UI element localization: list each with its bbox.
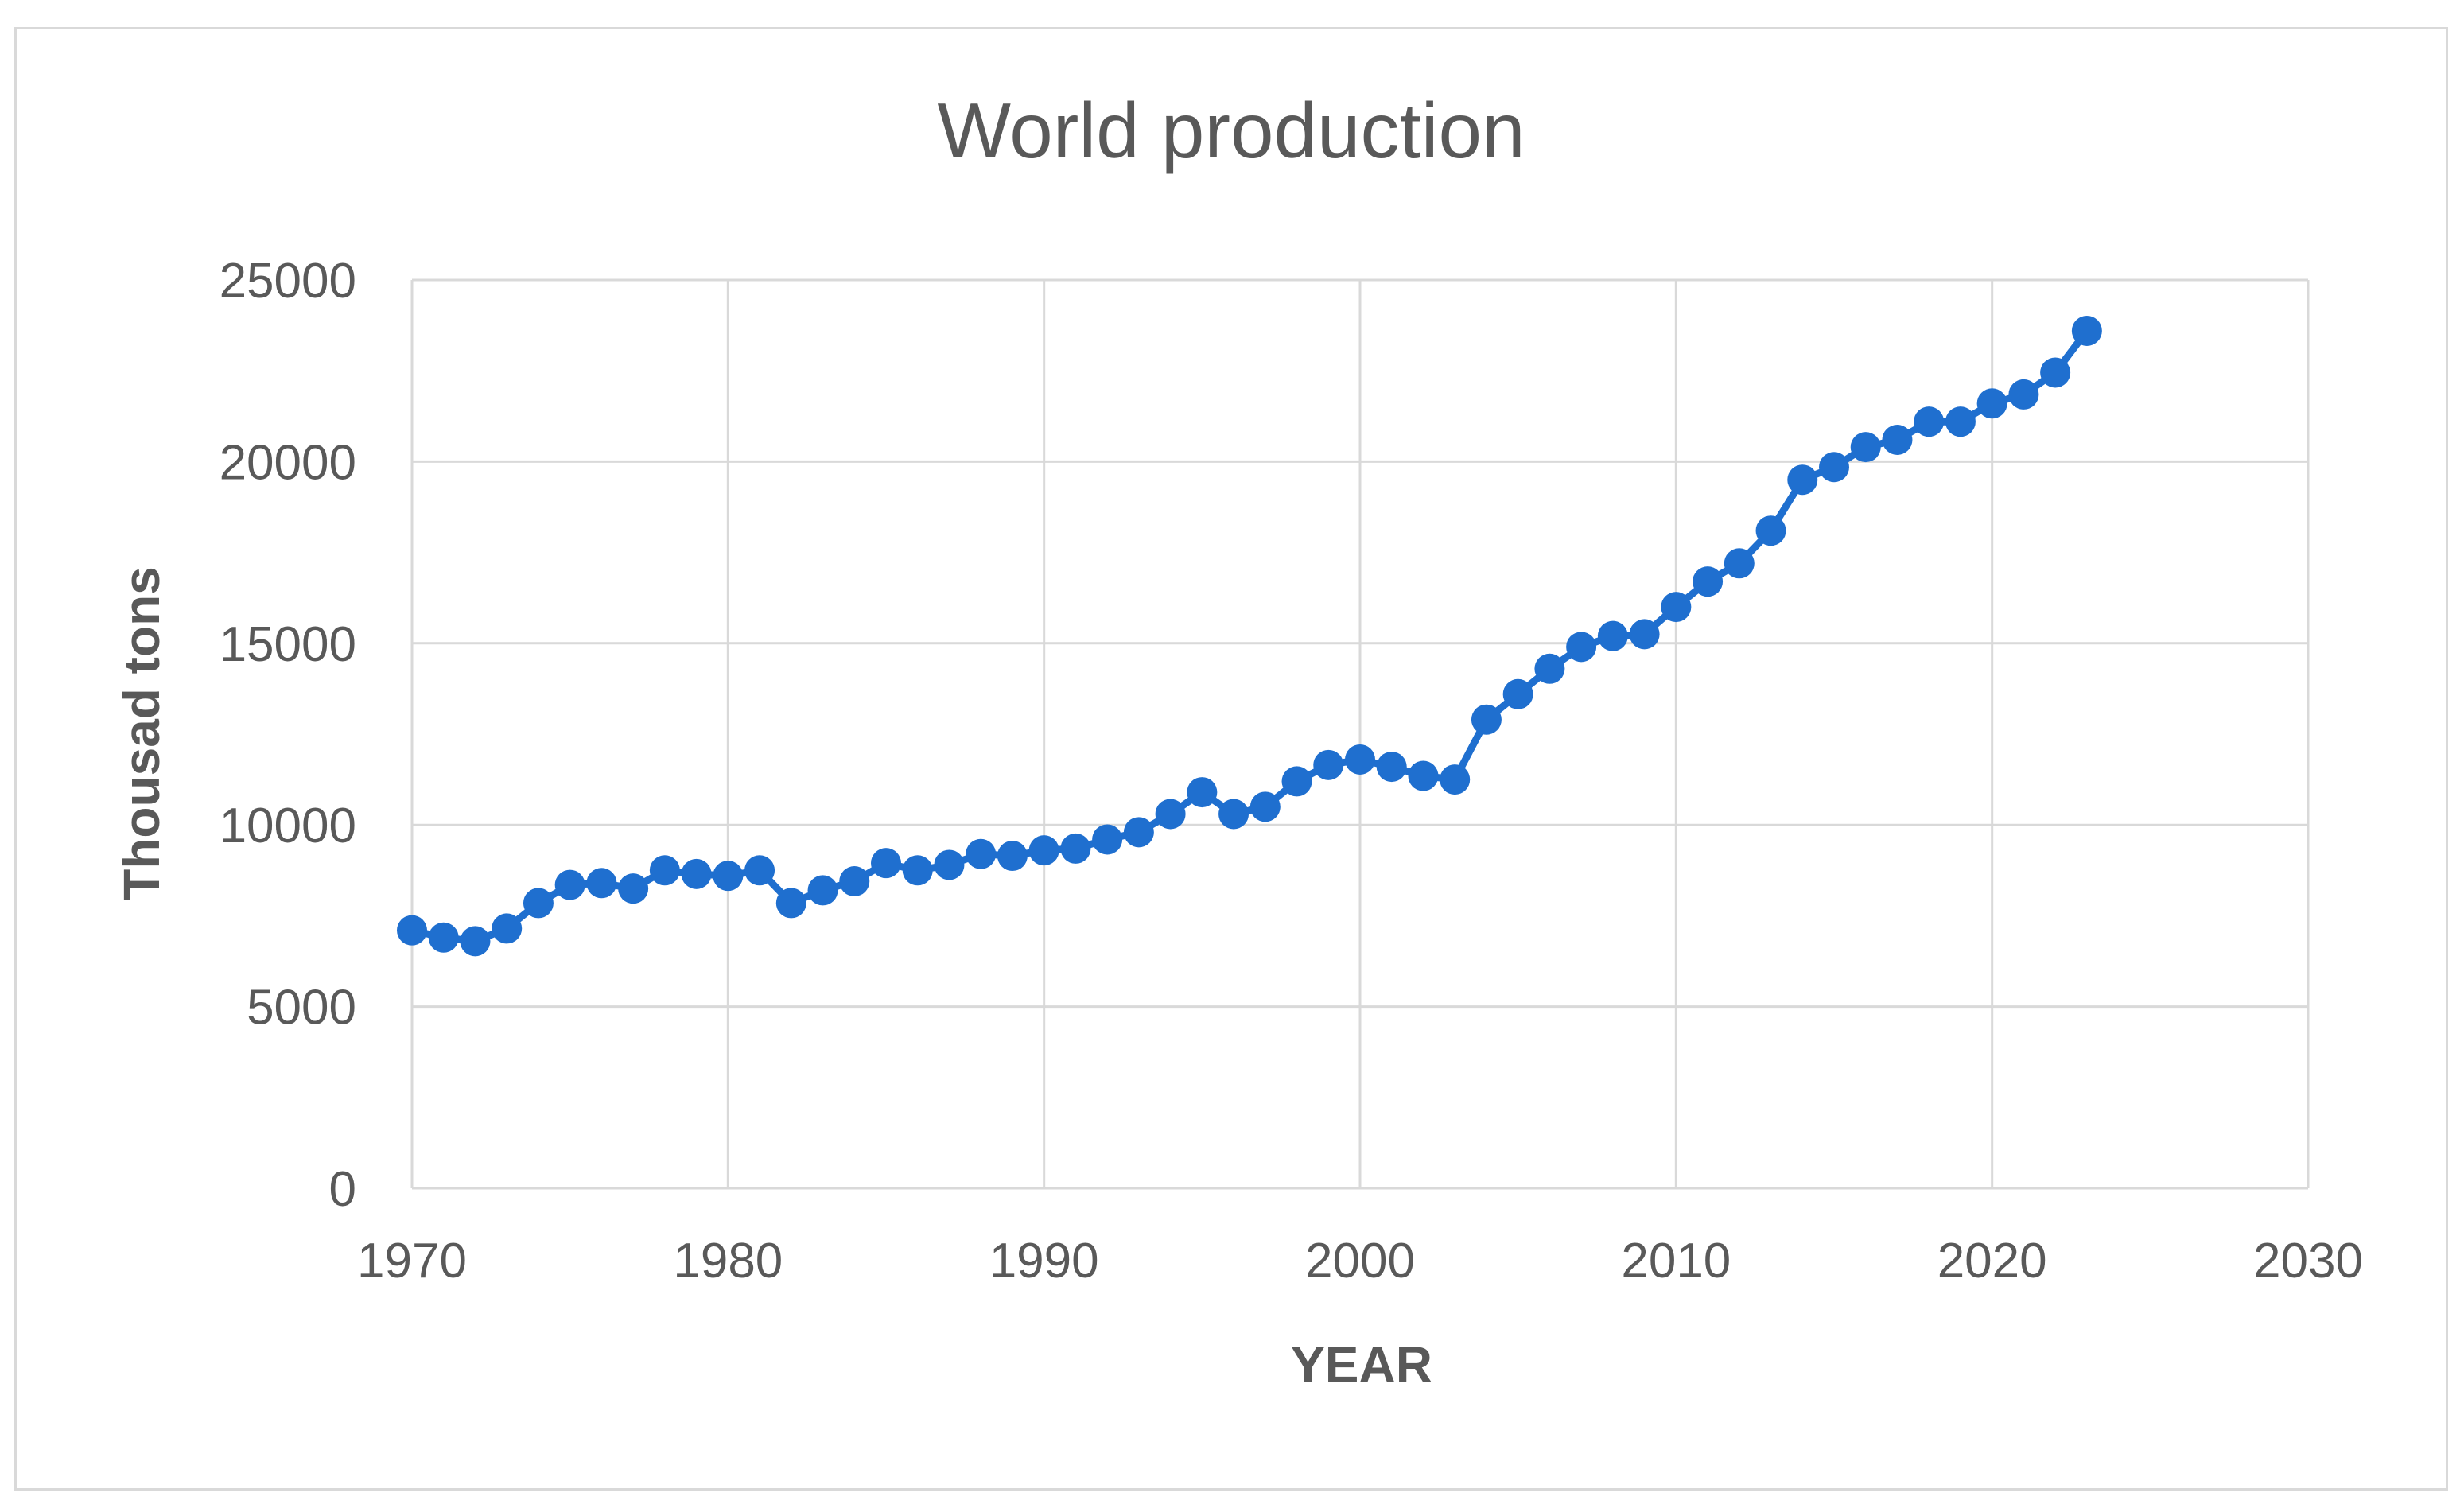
x-tick-label: 2000	[1305, 1234, 1415, 1288]
data-point	[1092, 824, 1123, 855]
data-point	[1597, 620, 1628, 651]
data-point	[1060, 833, 1091, 864]
y-tick-label: 0	[329, 1162, 356, 1217]
data-point	[1281, 766, 1312, 797]
data-point	[1724, 548, 1755, 579]
data-point	[2008, 379, 2039, 410]
data-point	[1755, 515, 1786, 546]
data-point	[523, 888, 554, 919]
x-tick-label: 2020	[1937, 1234, 2047, 1288]
data-point	[492, 913, 523, 944]
data-point	[1408, 760, 1439, 791]
data-point	[1566, 632, 1597, 663]
data-point	[775, 888, 806, 919]
data-point	[871, 848, 901, 879]
data-point	[397, 915, 427, 946]
data-point	[1819, 452, 1849, 483]
series-world-production	[397, 315, 2102, 957]
data-point	[586, 868, 617, 899]
data-point	[460, 926, 491, 957]
x-tick-label: 2010	[1621, 1234, 1731, 1288]
y-tick-label: 20000	[220, 435, 356, 490]
data-point	[1661, 592, 1692, 623]
data-point	[1534, 653, 1565, 684]
data-point	[1471, 704, 1502, 735]
data-point	[1787, 464, 1818, 496]
series-line	[410, 328, 2090, 945]
data-point	[1914, 406, 1945, 437]
x-tick-label: 2030	[2253, 1234, 2363, 1288]
data-point	[554, 869, 585, 900]
y-tick-label: 10000	[220, 799, 356, 853]
data-point	[2040, 357, 2071, 388]
data-point	[1693, 566, 1724, 597]
y-axis-label: Thousad tons	[113, 566, 170, 900]
data-point	[1882, 424, 1913, 455]
data-point	[1850, 432, 1881, 463]
data-point	[902, 855, 933, 886]
y-tick-label: 15000	[220, 617, 356, 672]
y-tick-label: 25000	[220, 254, 356, 309]
chart-title: World production	[937, 87, 1525, 174]
data-point	[1028, 835, 1059, 866]
x-tick-label: 1970	[357, 1234, 467, 1288]
data-point	[1502, 678, 1533, 709]
data-point	[1345, 744, 1375, 775]
data-point	[1313, 749, 1344, 780]
x-tick-label: 1990	[989, 1234, 1099, 1288]
data-point	[997, 841, 1028, 872]
data-point	[428, 922, 459, 953]
grid	[410, 278, 2310, 1190]
data-point	[1976, 388, 2007, 419]
data-point	[1249, 791, 1281, 822]
data-point	[1155, 799, 1186, 830]
data-point	[839, 866, 870, 897]
data-point	[713, 861, 744, 892]
data-point	[618, 873, 649, 904]
chart-frame	[14, 27, 2448, 1491]
y-tick-label: 5000	[247, 981, 356, 1036]
axes: 0 5000 10000 15000 20000 25000 1970 1980 1990 200…	[220, 254, 2363, 1288]
data-point	[934, 849, 965, 880]
data-point	[1218, 799, 1249, 830]
data-point	[1629, 619, 1660, 650]
data-point	[966, 838, 997, 869]
data-point	[1440, 764, 1471, 795]
data-point	[1376, 752, 1407, 783]
data-point	[807, 875, 838, 906]
data-point	[1945, 406, 1976, 437]
data-point	[1187, 777, 1218, 808]
x-axis-label: YEAR	[1291, 1336, 1432, 1393]
data-point	[649, 855, 680, 886]
data-point	[681, 858, 712, 889]
data-point	[1123, 817, 1154, 848]
data-point	[744, 855, 775, 886]
x-tick-label: 1980	[673, 1234, 783, 1288]
data-point	[2071, 315, 2102, 346]
